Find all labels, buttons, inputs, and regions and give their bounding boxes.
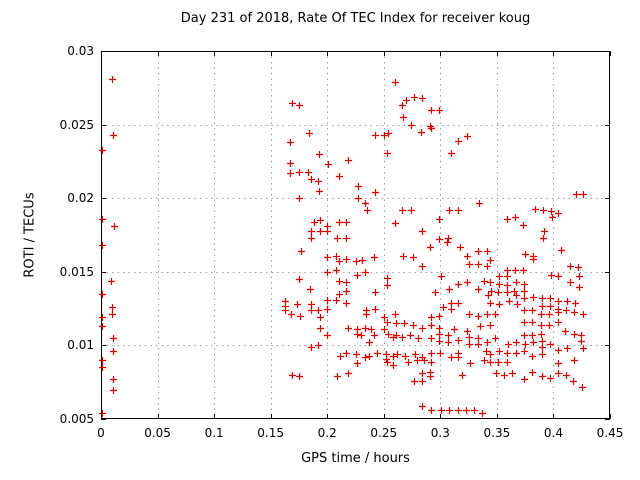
x-tick-label: 0.1 (204, 426, 224, 440)
y-tick-label: 0.03 (67, 44, 94, 58)
x-axis-label: GPS time / hours (301, 451, 410, 466)
y-tick-label: 0.015 (59, 264, 94, 279)
scatter-plot (99, 51, 611, 420)
x-tick-label: 0.35 (483, 426, 511, 440)
x-tick-label: 0.15 (257, 426, 285, 440)
scatter-series (99, 76, 587, 417)
x-tick-label: 0.4 (543, 426, 563, 440)
y-tick-label: 0.005 (59, 412, 94, 426)
chart-title: Day 231 of 2018, Rate Of TEC Index for r… (180, 11, 531, 26)
x-tick-label: 0.05 (144, 426, 171, 440)
axis-ticks (101, 51, 611, 420)
y-tick-label: 0.02 (67, 191, 94, 206)
x-tick-label: 0.2 (317, 426, 337, 440)
x-tick-label: 0 (97, 426, 105, 440)
y-tick-label: 0.01 (67, 338, 94, 353)
plot-border (101, 51, 610, 419)
x-tick-label: 0.3 (430, 426, 450, 440)
y-tick-label: 0.025 (59, 117, 94, 132)
x-tick-label: 0.25 (370, 426, 398, 440)
x-tick-label: 0.45 (596, 426, 624, 440)
